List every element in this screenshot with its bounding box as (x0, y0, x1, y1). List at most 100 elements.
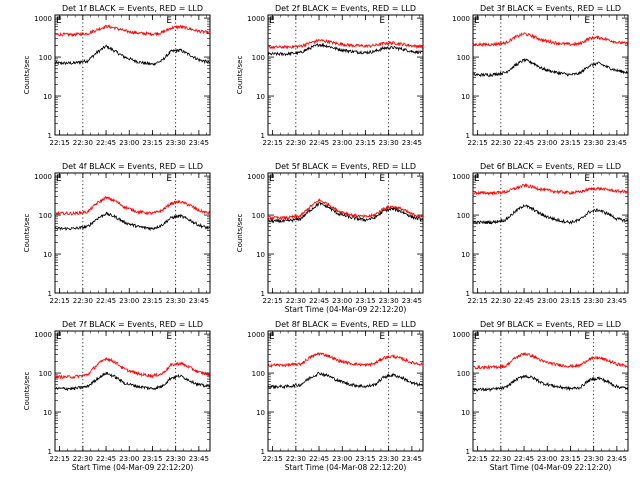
panel-3-x-tick-label: 23:30 (584, 139, 604, 147)
panel-2-y-tick-label: 100 (252, 54, 265, 62)
panel-8-y-tick-label: 10 (256, 409, 265, 417)
panel-2-title: Det 2f BLACK = Events, RED = LLD (275, 4, 416, 13)
panel-6-x-tick-label: 23:00 (537, 297, 557, 305)
panel-6-x-tick-label: 22:30 (491, 297, 511, 305)
panel-1-x-tick-label: 23:45 (189, 139, 209, 147)
panel-7-x-tick-label: 22:45 (96, 455, 116, 463)
panel-1-y-tick-label: 1000 (34, 15, 52, 23)
panel-1-event-marker: E (166, 16, 172, 26)
panel-7-y-tick-label: 10 (43, 409, 52, 417)
panel-7-x-tick-label: 23:45 (189, 455, 209, 463)
panel-8-x-tick-label: 22:30 (286, 455, 306, 463)
panel-7-series-lld-line (54, 356, 211, 380)
panel-9-y-tick-label: 1 (466, 448, 470, 456)
panel-8-x-axis-label: Start Time (04-Mar-08 22:12:20) (285, 463, 407, 472)
panel-3-series-lld-line (472, 31, 629, 48)
panel-2-x-tick-label: 23:30 (379, 139, 399, 147)
panel-1-x-tick-label: 22:15 (50, 139, 70, 147)
panel-9-x-tick-label: 23:30 (584, 455, 604, 463)
panel-3-series-events-line (472, 58, 629, 78)
panel-3-x-tick-label: 23:45 (607, 139, 627, 147)
panel-3-y-tick-label: 100 (457, 54, 470, 62)
panel-8-x-tick-label: 23:45 (402, 455, 422, 463)
panel-8-y-tick-label: 1000 (247, 331, 265, 339)
panel-1-event-marker: E (56, 16, 62, 26)
panel-7-y-axis-label: Counts/sec (23, 372, 31, 411)
panel-4-x-tick-label: 23:45 (189, 297, 209, 305)
panel-4-x-tick-label: 23:00 (119, 297, 139, 305)
panel-9-y-tick-label: 10 (461, 409, 470, 417)
panel-1-title: Det 1f BLACK = Events, RED = LLD (62, 4, 203, 13)
panel-4-series-events-line (54, 211, 211, 232)
panel-7-y-tick-label: 1000 (34, 331, 52, 339)
panel-6-series-events-line (472, 204, 629, 225)
panel-4-event-marker: E (166, 174, 172, 184)
panel-3-y-tick-label: 10 (461, 93, 470, 101)
panel-1-plot-frame (54, 14, 211, 136)
panel-3-x-tick-label: 23:00 (537, 139, 557, 147)
panel-7-plot-frame (54, 330, 211, 452)
panel-3-event-marker: E (474, 16, 480, 26)
panel-2-x-tick-label: 23:00 (332, 139, 352, 147)
panel-6-x-tick-label: 23:45 (607, 297, 627, 305)
panel-9-x-tick-label: 23:45 (607, 455, 627, 463)
panel-1-series-events-line (54, 44, 211, 66)
panel-2-series-lld-line (267, 38, 424, 50)
panel-9-y-tick-label: 100 (457, 370, 470, 378)
panel-1-y-tick-label: 100 (39, 54, 52, 62)
panel-5-plot-frame (267, 172, 424, 294)
panel-8-x-tick-label: 22:15 (263, 455, 283, 463)
panel-5-title: Det 5f BLACK = Events, RED = LLD (275, 162, 416, 171)
panel-1-series-lld-line (54, 23, 211, 38)
panel-8-plot-frame (267, 330, 424, 452)
panel-1-x-tick-label: 23:30 (166, 139, 186, 147)
panel-5-y-tick-label: 1000 (247, 173, 265, 181)
panel-4-event-marker: E (56, 174, 62, 184)
panel-7-event-marker: E (166, 332, 172, 342)
panel-4-x-tick-label: 22:45 (96, 297, 116, 305)
panel-3-event-marker: E (584, 16, 590, 26)
panel-4-title: Det 4f BLACK = Events, RED = LLD (62, 162, 203, 171)
panel-8-y-tick-label: 100 (252, 370, 265, 378)
panel-8-title: Det 8f BLACK = Events, RED = LLD (275, 320, 416, 329)
panel-5-series-events-line (267, 202, 424, 224)
panel-9-x-tick-label: 23:00 (537, 455, 557, 463)
panel-8-event-marker: E (269, 332, 275, 342)
panel-8-x-tick-label: 23:15 (355, 455, 375, 463)
panel-4-y-tick-label: 1000 (34, 173, 52, 181)
panel-9-series-lld-line (472, 351, 629, 371)
panel-5-event-marker: E (379, 174, 385, 184)
panel-6-event-marker: E (474, 174, 480, 184)
panel-9-x-axis-label: Start Time (04-Mar-09 22:12:20) (490, 463, 612, 472)
panel-7-x-tick-label: 23:00 (119, 455, 139, 463)
panel-4-x-tick-label: 23:30 (166, 297, 186, 305)
panel-3-x-tick-label: 22:30 (491, 139, 511, 147)
panel-8-x-tick-label: 22:45 (309, 455, 329, 463)
panel-6-title: Det 6f BLACK = Events, RED = LLD (480, 162, 621, 171)
panel-3-x-tick-label: 22:45 (514, 139, 534, 147)
panel-4-plot-frame (54, 172, 211, 294)
panel-7-series-events-line (54, 372, 211, 392)
panel-7-x-tick-label: 23:15 (142, 455, 162, 463)
panel-6-x-tick-label: 22:45 (514, 297, 534, 305)
panel-6-y-tick-label: 1000 (452, 173, 470, 181)
panel-2-x-tick-label: 22:45 (309, 139, 329, 147)
panel-5-y-tick-label: 10 (256, 251, 265, 259)
panel-6-x-tick-label: 23:30 (584, 297, 604, 305)
panel-5-x-tick-label: 22:30 (286, 297, 306, 305)
panel-8-x-tick-label: 23:30 (379, 455, 399, 463)
panel-6-y-tick-label: 1 (466, 290, 470, 298)
panel-8-event-marker: E (379, 332, 385, 342)
panel-7-y-tick-label: 100 (39, 370, 52, 378)
panel-5-y-tick-label: 100 (252, 212, 265, 220)
panel-8-y-tick-label: 1 (261, 448, 265, 456)
panel-3-y-tick-label: 1000 (452, 15, 470, 23)
panel-8-series-events-line (267, 371, 424, 390)
panel-5-x-tick-label: 22:15 (263, 297, 283, 305)
panel-6-x-tick-label: 23:15 (560, 297, 580, 305)
panel-5-y-axis-label: Counts/sec (236, 214, 244, 253)
panel-2-x-tick-label: 22:15 (263, 139, 283, 147)
panel-9-x-tick-label: 22:30 (491, 455, 511, 463)
panel-2-plot-frame (267, 14, 424, 136)
